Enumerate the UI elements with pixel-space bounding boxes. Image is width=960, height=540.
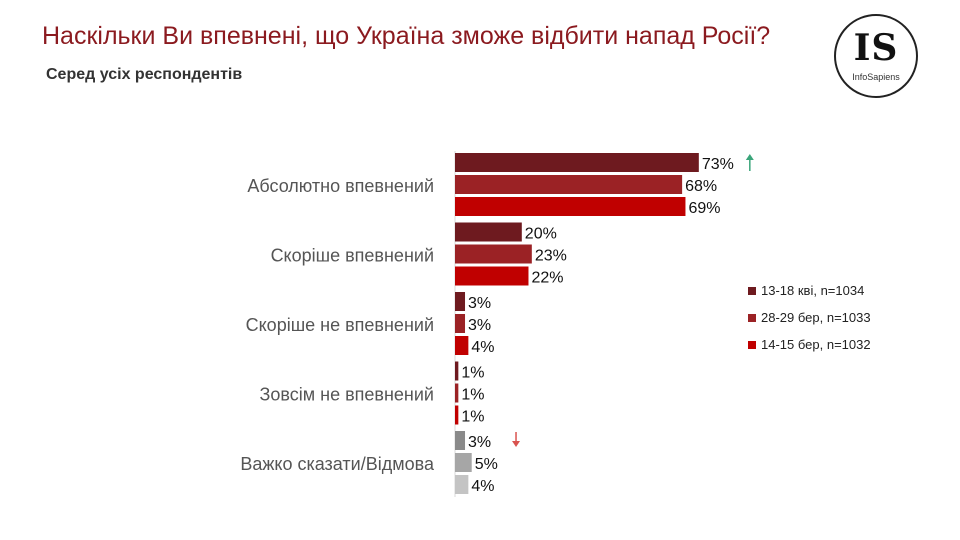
- bar: [455, 244, 532, 264]
- data-label: 20%: [525, 226, 557, 243]
- bar: [455, 175, 683, 194]
- data-label: 1%: [461, 409, 484, 426]
- data-label: 4%: [471, 478, 494, 495]
- page-subtitle: Серед усіх респондентів: [46, 66, 243, 83]
- data-label: 1%: [461, 365, 484, 382]
- data-label: 3%: [468, 295, 491, 312]
- bar: [455, 361, 459, 381]
- legend-swatch: [748, 341, 756, 349]
- category-label: Зовсім не впевнений: [260, 385, 434, 405]
- logo-name: InfoSapiens: [852, 72, 900, 82]
- data-label: 5%: [475, 456, 498, 473]
- category-label: Скоріше впевнений: [271, 246, 434, 266]
- data-label: 23%: [535, 248, 567, 265]
- arrow-up-icon: [745, 154, 754, 171]
- bar: [455, 153, 699, 172]
- logo-mark: IS: [853, 27, 899, 69]
- data-label: 68%: [685, 178, 717, 195]
- data-label: 3%: [468, 317, 491, 334]
- bar: [455, 475, 469, 494]
- data-label: 3%: [468, 434, 491, 451]
- data-label: 73%: [702, 156, 734, 173]
- data-label: 69%: [688, 200, 720, 217]
- bar: [455, 197, 686, 216]
- data-label: 1%: [461, 387, 484, 404]
- data-label: 22%: [531, 270, 563, 287]
- legend-label: 28-29 бер, n=1033: [761, 310, 871, 325]
- bar: [455, 405, 459, 425]
- bar: [455, 222, 522, 242]
- bar: [455, 314, 466, 333]
- category-label: Скоріше не впевнений: [246, 315, 434, 335]
- page-title: Наскільки Ви впевнені, що Україна зможе …: [42, 22, 771, 50]
- category-label: Важко сказати/Відмова: [240, 454, 435, 474]
- arrow-down-icon: [512, 432, 521, 447]
- bar: [455, 431, 466, 450]
- legend-label: 14-15 бер, n=1032: [761, 337, 871, 352]
- legend-swatch: [748, 314, 756, 322]
- infosapiens-logo: IS InfoSapiens: [834, 14, 918, 98]
- bar: [455, 266, 529, 286]
- legend-label: 13-18 кві, n=1034: [761, 283, 864, 298]
- data-label: 4%: [471, 339, 494, 356]
- bar: [455, 336, 469, 355]
- category-label: Абсолютно впевнений: [247, 176, 434, 196]
- bar: [455, 292, 466, 311]
- bar: [455, 383, 459, 403]
- legend-swatch: [748, 287, 756, 295]
- bar: [455, 453, 472, 472]
